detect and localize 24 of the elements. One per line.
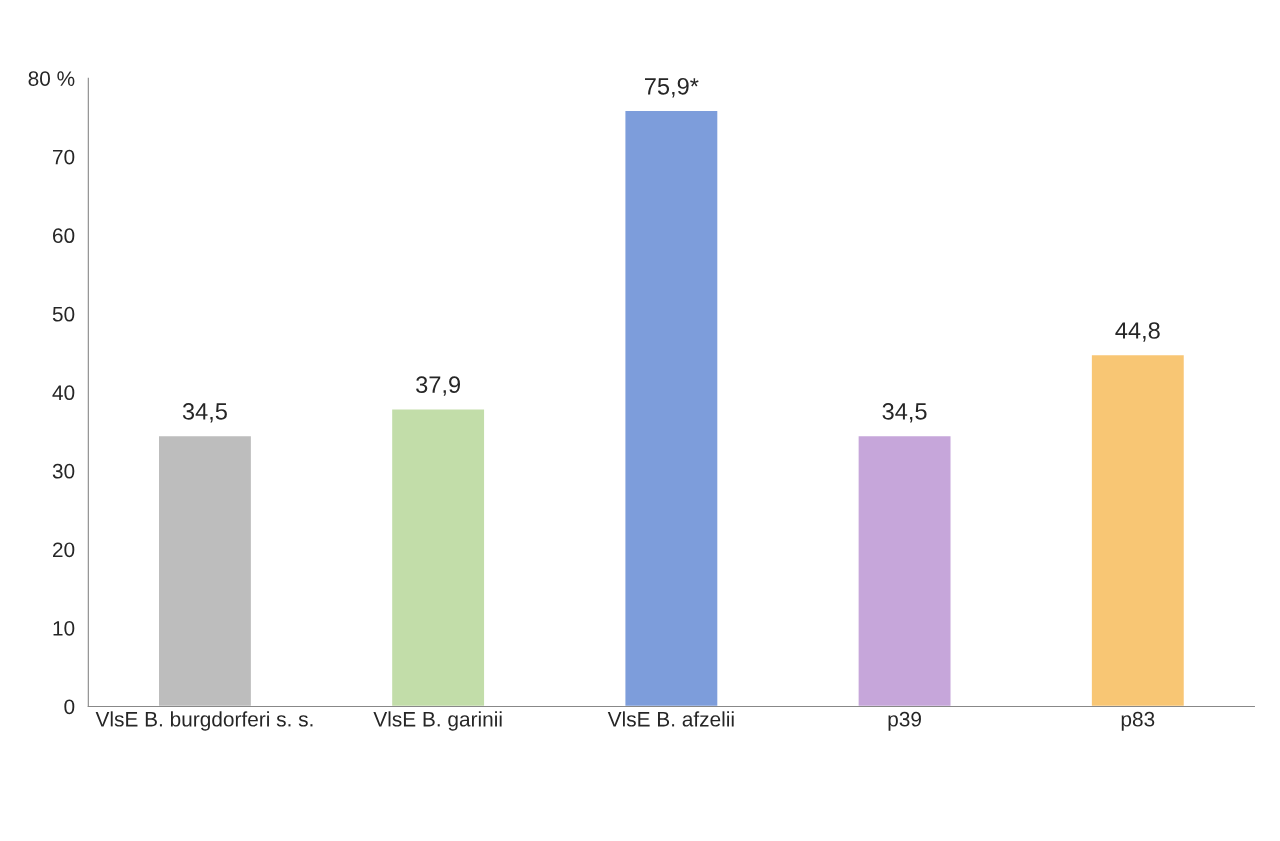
- y-tick-label: 20: [53, 542, 75, 558]
- y-tick-label: 0: [64, 699, 75, 715]
- x-tick-label: p83: [1121, 711, 1155, 731]
- y-tick-label: 40: [52, 385, 75, 401]
- bar: [857, 434, 952, 707]
- bar: [1090, 353, 1186, 707]
- x-tick-label: p39: [888, 711, 921, 731]
- bar: [157, 434, 253, 707]
- bar: [624, 109, 719, 707]
- y-tick-label: 50: [52, 306, 75, 322]
- x-tick-label: VlsE B. burgdorferi s. s.: [95, 711, 313, 731]
- bar: [390, 408, 486, 707]
- data-label: 37,9: [416, 376, 460, 396]
- y-tick-label: 30: [52, 463, 75, 479]
- data-label: 44,8: [1115, 322, 1160, 342]
- y-tick-label: 60: [53, 228, 75, 244]
- y-tick-label: 10: [53, 620, 75, 636]
- y-tick-label: 80 %: [28, 71, 75, 86]
- data-label: 34,5: [882, 403, 927, 423]
- data-label: 75,9*: [645, 77, 699, 98]
- x-tick-label: VlsE B. garinii: [373, 711, 502, 731]
- x-tick-label: VlsE B. afzelii: [607, 711, 734, 727]
- y-tick-label: 70: [53, 149, 75, 165]
- data-label: 34,5: [182, 403, 227, 423]
